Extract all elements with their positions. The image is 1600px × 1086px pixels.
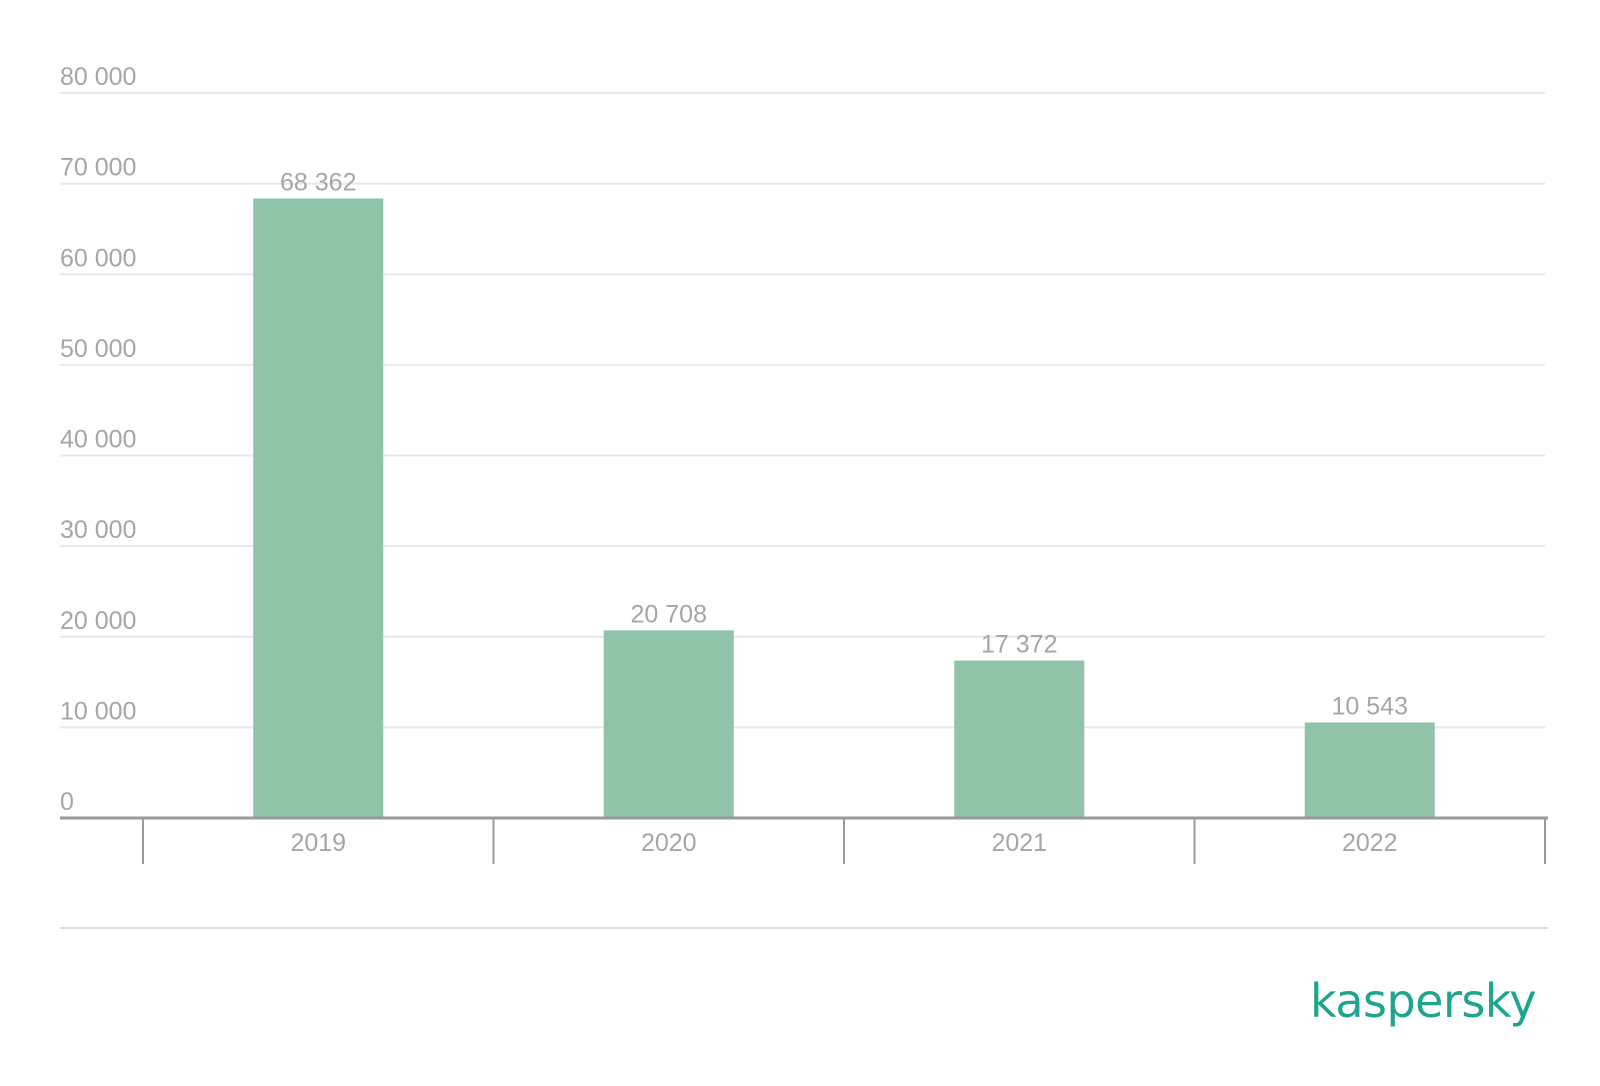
data-labels: 68 362 20 708 17 372 10 543 — [280, 168, 1408, 720]
kaspersky-logo: kaspersky — [1310, 974, 1537, 1028]
y-tick-label: 40 000 — [60, 426, 136, 454]
bar-2021 — [954, 660, 1085, 818]
x-category-label: 2021 — [991, 829, 1047, 857]
y-tick-label: 20 000 — [60, 607, 136, 635]
y-tick-label: 70 000 — [60, 154, 136, 182]
x-axis — [60, 816, 1548, 864]
data-label-2019: 68 362 — [280, 168, 356, 196]
bar-2022 — [1304, 722, 1435, 818]
bar-2019 — [253, 198, 384, 819]
x-category-label: 2022 — [1342, 829, 1398, 857]
x-category-label: 2019 — [290, 829, 346, 857]
data-label-2020: 20 708 — [631, 600, 707, 628]
y-tick-label: 50 000 — [60, 335, 136, 363]
y-tick-label: 0 — [60, 788, 74, 816]
y-tick-label: 80 000 — [60, 63, 136, 91]
y-tick-label: 10 000 — [60, 697, 136, 725]
y-axis-tick-labels: 0 10 000 20 000 30 000 40 000 50 000 60 000 70 … — [60, 63, 136, 816]
y-tick-label: 30 000 — [60, 516, 136, 544]
bar-2020 — [603, 630, 734, 818]
data-label-2021: 17 372 — [981, 631, 1057, 659]
bars — [253, 198, 1435, 819]
x-axis-category-labels: 2019 2020 2021 2022 — [290, 829, 1397, 857]
x-category-label: 2020 — [641, 829, 697, 857]
data-label-2022: 10 543 — [1332, 692, 1408, 720]
y-tick-label: 60 000 — [60, 244, 136, 272]
